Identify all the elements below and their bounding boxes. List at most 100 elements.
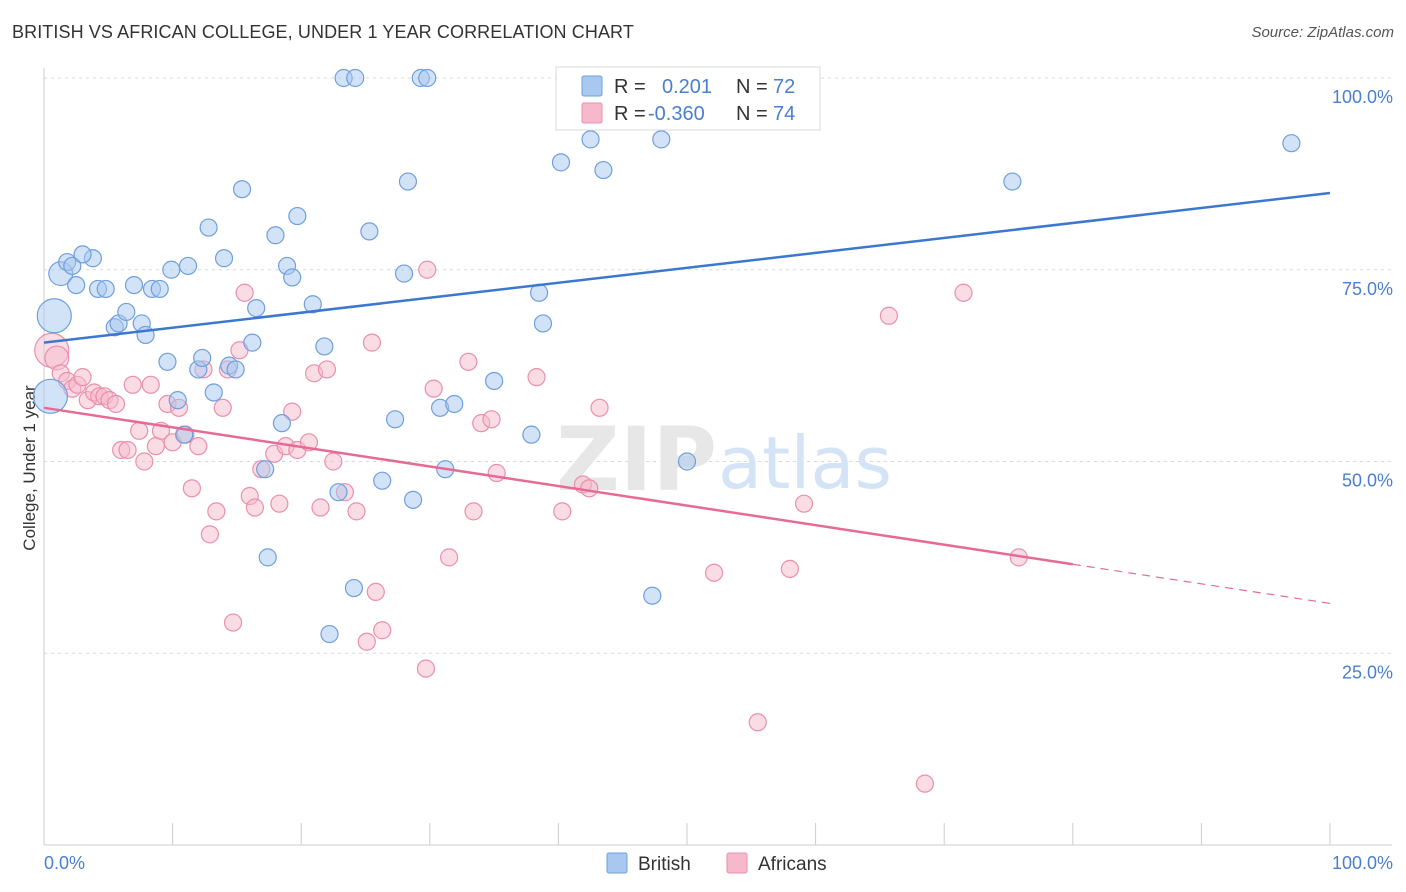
africans-point-18 bbox=[141, 375, 160, 394]
legend-africans-r-value: -0.360 bbox=[648, 103, 705, 125]
africans-point-70 bbox=[780, 559, 799, 578]
british-point-4 bbox=[63, 256, 82, 276]
africans-point-46 bbox=[317, 360, 337, 379]
africans-point-47 bbox=[324, 452, 343, 471]
y-tick-label-100: 100.0% bbox=[1332, 87, 1393, 107]
british-point-32 bbox=[256, 460, 275, 479]
africans-point-56 bbox=[424, 379, 443, 398]
british-point-29 bbox=[232, 180, 252, 199]
africans-point-30 bbox=[213, 398, 232, 417]
british-point-34 bbox=[266, 226, 285, 245]
africans-trend-line-extension bbox=[1072, 563, 1331, 604]
africans-point-73 bbox=[915, 774, 935, 793]
british-point-68 bbox=[677, 452, 697, 471]
chart-title: BRITISH VS AFRICAN COLLEGE, UNDER 1 YEAR… bbox=[12, 22, 634, 42]
legend-british-n-value: 72 bbox=[773, 76, 795, 98]
y-tick-label-25: 25.0% bbox=[1342, 662, 1393, 682]
british-point-35 bbox=[272, 414, 292, 433]
british-point-19 bbox=[168, 391, 187, 410]
british-point-62 bbox=[581, 130, 600, 149]
africans-point-49 bbox=[347, 502, 366, 521]
bottom-legend-africans-swatch bbox=[726, 852, 748, 874]
british-point-60 bbox=[533, 314, 553, 333]
africans-point-36 bbox=[245, 498, 265, 517]
british-point-0 bbox=[36, 298, 72, 334]
british-point-40 bbox=[315, 337, 334, 356]
africans-point-12 bbox=[106, 394, 126, 414]
africans-point-25 bbox=[182, 479, 201, 498]
source-credit: Source: ZipAtlas.com bbox=[1251, 24, 1394, 41]
africans-point-45 bbox=[311, 498, 330, 517]
british-point-71 bbox=[73, 245, 92, 264]
africans-point-61 bbox=[482, 410, 501, 429]
africans-point-17 bbox=[135, 452, 154, 471]
africans-point-26 bbox=[189, 437, 208, 456]
british-point-58 bbox=[522, 425, 541, 444]
africans-point-53 bbox=[373, 621, 392, 640]
british-point-11 bbox=[117, 302, 136, 322]
watermark-atlas: atlas bbox=[718, 421, 892, 505]
africans-point-54 bbox=[418, 260, 437, 279]
africans-point-69 bbox=[748, 713, 767, 732]
british-point-28 bbox=[226, 360, 245, 379]
bottom-legend-british-label: British bbox=[638, 854, 691, 875]
legend-british-r-label: R = bbox=[614, 76, 646, 98]
bottom-legend-africans-label: Africans bbox=[758, 854, 827, 875]
british-point-30 bbox=[243, 333, 262, 352]
africans-point-63 bbox=[527, 368, 546, 387]
british-point-57 bbox=[485, 371, 504, 391]
y-tick-label-50: 50.0% bbox=[1342, 471, 1393, 491]
british-point-44 bbox=[346, 68, 365, 88]
british-point-31 bbox=[247, 299, 266, 318]
british-point-63 bbox=[594, 160, 613, 180]
british-point-70 bbox=[1282, 134, 1301, 153]
legend-africans-n-value: 74 bbox=[773, 103, 795, 125]
british-point-56 bbox=[445, 394, 464, 414]
africans-point-57 bbox=[439, 548, 459, 567]
africans-point-15 bbox=[123, 375, 142, 394]
british-point-64 bbox=[643, 586, 662, 605]
british-point-25 bbox=[204, 383, 223, 402]
africans-point-50 bbox=[357, 632, 376, 651]
africans-point-16 bbox=[130, 421, 149, 440]
legend-british-n-label: N = bbox=[736, 76, 768, 98]
africans-point-67 bbox=[590, 398, 609, 417]
british-point-26 bbox=[214, 249, 234, 268]
british-point-69 bbox=[1003, 172, 1022, 191]
british-point-48 bbox=[385, 410, 405, 429]
bottom-legend-british-swatch bbox=[606, 852, 628, 874]
africans-point-52 bbox=[366, 582, 385, 601]
british-point-51 bbox=[403, 490, 423, 509]
africans-point-59 bbox=[464, 502, 483, 521]
africans-point-51 bbox=[362, 333, 382, 352]
africans-trend-line bbox=[43, 406, 1073, 566]
africans-point-39 bbox=[270, 494, 289, 513]
africans-point-64 bbox=[553, 502, 572, 521]
tick-labels: 25.0% 50.0% 75.0% 100.0% 0.0% 100.0% bbox=[44, 87, 1393, 873]
africans-point-71 bbox=[794, 494, 814, 513]
british-point-16 bbox=[150, 279, 169, 299]
british-trend-line bbox=[43, 191, 1331, 344]
legend-box: R = 0.201 N = 72 R = -0.360 N = 74 bbox=[555, 66, 821, 131]
british-point-61 bbox=[551, 153, 571, 172]
british-point-33 bbox=[258, 548, 277, 567]
bottom-legend: British Africans bbox=[606, 852, 827, 875]
british-point-1 bbox=[32, 378, 69, 414]
british-point-24 bbox=[199, 218, 218, 237]
africans-point-19 bbox=[146, 437, 165, 456]
axes bbox=[43, 68, 1392, 846]
africans-point-6 bbox=[73, 368, 92, 387]
series-british-points bbox=[32, 68, 1301, 644]
british-point-45 bbox=[344, 578, 364, 598]
british-point-46 bbox=[360, 222, 379, 241]
british-point-17 bbox=[158, 352, 177, 371]
africans-point-32 bbox=[223, 613, 243, 632]
africans-point-34 bbox=[235, 283, 254, 302]
africans-point-72 bbox=[879, 306, 899, 325]
british-point-23 bbox=[193, 348, 212, 368]
british-point-8 bbox=[96, 279, 115, 299]
legend-africans-swatch bbox=[581, 102, 603, 124]
trend-lines bbox=[43, 191, 1331, 604]
africans-point-41 bbox=[283, 402, 302, 421]
